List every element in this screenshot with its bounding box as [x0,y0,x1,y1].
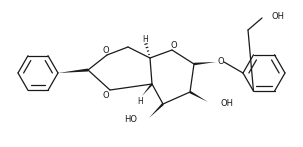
Text: H: H [137,97,143,106]
Text: O: O [103,91,109,100]
Polygon shape [58,69,88,73]
Polygon shape [149,103,164,118]
Text: OH: OH [220,98,233,107]
Text: HO: HO [124,115,137,123]
Text: H: H [142,35,148,44]
Text: OH: OH [272,11,285,20]
Polygon shape [142,83,153,96]
Text: O: O [218,56,224,66]
Text: O: O [103,46,109,55]
Polygon shape [189,91,208,102]
Text: O: O [171,41,177,50]
Polygon shape [194,62,216,65]
